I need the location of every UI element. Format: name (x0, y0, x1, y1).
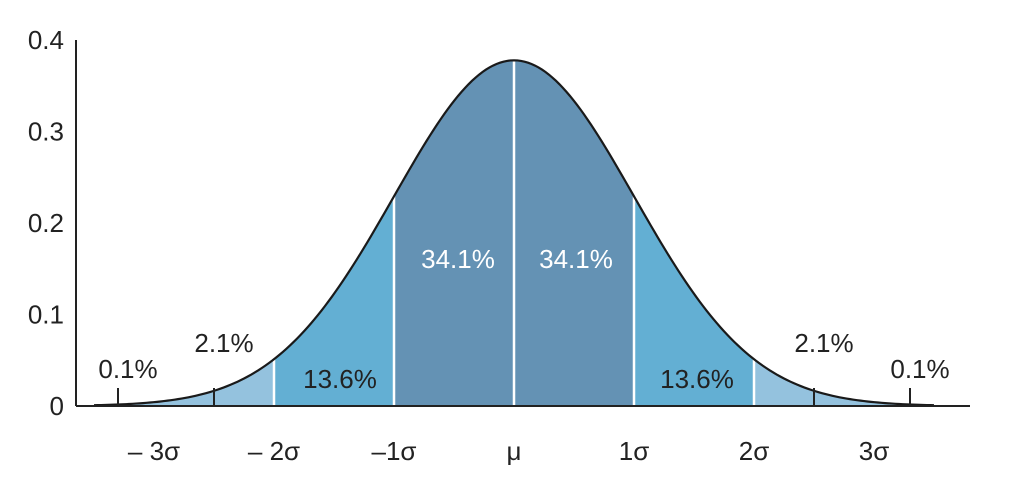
x-tick-label-4: 1σ (619, 436, 650, 466)
y-tick-label-4: 0.4 (28, 25, 64, 55)
x-tick-label-0: – 3σ (128, 436, 180, 466)
x-tick-label-1: – 2σ (248, 436, 300, 466)
region-percent-label-3: 13.6% (660, 364, 734, 394)
x-tick-label-3: μ (507, 436, 522, 466)
tail-percent-label-1: 2.1% (194, 328, 253, 358)
tail-percent-label-3: 0.1% (890, 354, 949, 384)
x-tick-label-6: 3σ (859, 436, 890, 466)
y-tick-label-1: 0.1 (28, 300, 64, 330)
tail-percent-label-2: 2.1% (794, 328, 853, 358)
x-tick-label-2: –1σ (372, 436, 417, 466)
x-tick-label-5: 2σ (739, 436, 770, 466)
region-area-3 (394, 60, 514, 407)
region-area-6 (754, 359, 874, 406)
y-tick-label-3: 0.3 (28, 117, 64, 147)
region-area-4 (514, 60, 634, 407)
bell-curve-line (93, 59, 935, 407)
region-percent-label-0: 13.6% (303, 364, 377, 394)
tail-percent-label-0: 0.1% (98, 354, 157, 384)
region-percent-label-2: 34.1% (539, 244, 613, 274)
y-tick-label-2: 0.2 (28, 208, 64, 238)
y-tick-label-0: 0 (50, 391, 64, 421)
region-area-1 (154, 359, 274, 406)
region-percent-label-1: 34.1% (421, 244, 495, 274)
